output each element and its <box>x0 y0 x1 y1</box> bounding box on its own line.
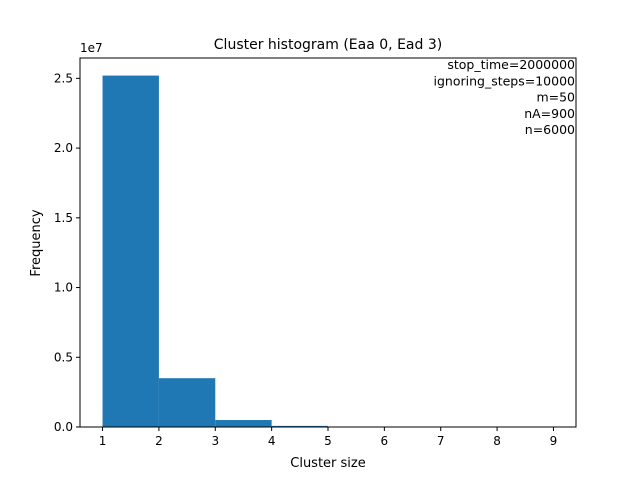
histogram-bars <box>102 75 554 428</box>
parameter-annotation: n=6000 <box>525 122 575 137</box>
x-tick-label: 8 <box>493 434 501 448</box>
y-axis-label: Frequency <box>29 209 44 276</box>
y-tick-label: 1.5 <box>54 211 73 225</box>
y-tick-label: 0.5 <box>54 350 73 364</box>
y-tick-label: 2.5 <box>54 71 73 85</box>
y-tick-label: 0.0 <box>54 420 73 434</box>
parameter-annotation: nA=900 <box>524 106 575 121</box>
parameter-annotation: stop_time=2000000 <box>447 57 575 72</box>
x-tick-label: 9 <box>550 434 558 448</box>
histogram-bar <box>215 420 272 427</box>
histogram-bar <box>102 75 159 428</box>
y-axis-ticks: 0.0 0.5 1.0 1.5 2.0 2.5 <box>54 71 80 434</box>
x-tick-label: 6 <box>381 434 389 448</box>
histogram-bar <box>271 425 328 427</box>
x-tick-label: 4 <box>268 434 276 448</box>
x-tick-label: 1 <box>99 434 107 448</box>
x-axis-label: Cluster size <box>290 456 365 471</box>
parameter-annotation: m=50 <box>536 90 575 105</box>
parameter-annotation: ignoring_steps=10000 <box>434 73 576 88</box>
plot-area-frame <box>79 57 577 428</box>
x-axis-ticks: 1 2 3 4 5 6 7 8 9 <box>99 427 558 448</box>
y-axis-scale-label: 1e7 <box>80 41 103 55</box>
y-tick-label: 2.0 <box>54 141 73 155</box>
x-tick-label: 3 <box>211 434 219 448</box>
x-tick-label: 2 <box>155 434 163 448</box>
y-tick-label: 1.0 <box>54 281 73 295</box>
histogram-bar <box>158 378 216 427</box>
chart-title: Cluster histogram (Eaa 0, Ead 3) <box>214 37 442 53</box>
x-tick-label: 5 <box>324 434 332 448</box>
x-tick-label: 7 <box>437 434 445 448</box>
